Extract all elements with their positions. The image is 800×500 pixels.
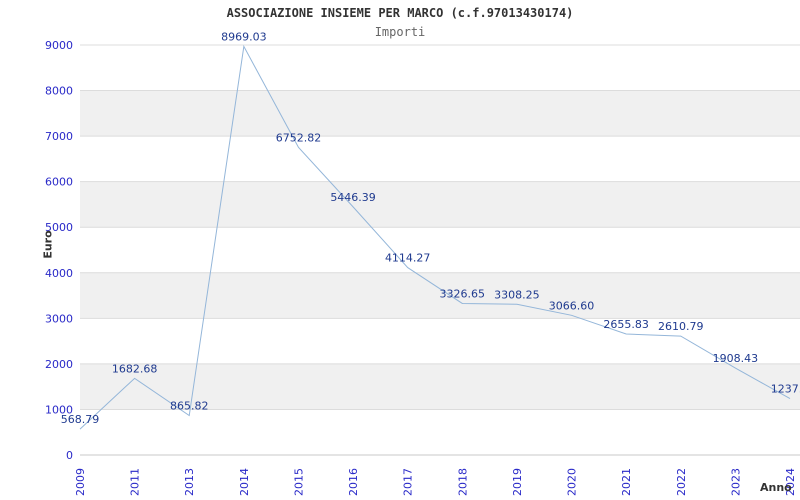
y-tick-label: 8000 <box>45 85 73 98</box>
data-point-label: 3326.65 <box>440 287 486 300</box>
data-point-label: 2610.79 <box>658 320 704 333</box>
x-tick-label: 2024 <box>784 468 797 496</box>
line-series <box>79 44 791 430</box>
y-tick-label: 2000 <box>45 358 73 371</box>
y-tick-label: 6000 <box>45 176 73 189</box>
chart-title: ASSOCIAZIONE INSIEME PER MARCO (c.f.9701… <box>226 6 574 20</box>
x-tick-label: 2021 <box>620 468 633 496</box>
x-tick-label: 2017 <box>402 468 415 496</box>
data-point-label: 2655.83 <box>603 318 649 331</box>
data-point-label: 5446.39 <box>330 191 376 204</box>
data-point-label: 4114.27 <box>385 252 431 265</box>
plot-band <box>80 90 800 137</box>
x-tick-label: 2023 <box>729 468 742 496</box>
data-point-label: 1682.68 <box>112 362 158 375</box>
y-tick-label: 0 <box>66 449 73 462</box>
plot-band <box>80 181 800 228</box>
y-axis-title: Euro <box>41 230 55 259</box>
x-tick-label: 2022 <box>675 468 688 496</box>
y-tick-label: 3000 <box>45 312 73 325</box>
x-tick-label: 2018 <box>456 468 469 496</box>
data-point-label: 1908.43 <box>713 352 759 365</box>
x-tick-label: 2020 <box>566 468 579 496</box>
y-tick-label: 9000 <box>45 39 73 52</box>
data-point-label: 1237.7 <box>771 383 800 396</box>
x-tick-label: 2011 <box>129 468 142 496</box>
y-tick-label: 4000 <box>45 267 73 280</box>
data-point-label: 3308.25 <box>494 288 540 301</box>
x-tick-label: 2019 <box>511 468 524 496</box>
x-tick-label: 2015 <box>292 468 305 496</box>
plot-band <box>80 363 800 410</box>
data-point-label: 3066.60 <box>549 299 595 312</box>
y-tick-label: 1000 <box>45 403 73 416</box>
x-tick-label: 2014 <box>238 468 251 496</box>
plot-band <box>80 272 800 319</box>
x-axis-title: Anno <box>760 481 792 494</box>
data-point-label: 8969.03 <box>221 30 267 43</box>
x-tick-label: 2009 <box>74 468 87 496</box>
chart-subtitle: Importi <box>374 25 426 39</box>
x-tick-label: 2016 <box>347 468 360 496</box>
x-tick-label: 2013 <box>183 468 196 496</box>
data-point-label: 6752.82 <box>276 131 322 144</box>
y-tick-label: 7000 <box>45 130 73 143</box>
data-point-label: 865.82 <box>170 400 209 413</box>
data-point-label: 568.79 <box>61 413 100 426</box>
y-tick-label: 5000 <box>45 221 73 234</box>
